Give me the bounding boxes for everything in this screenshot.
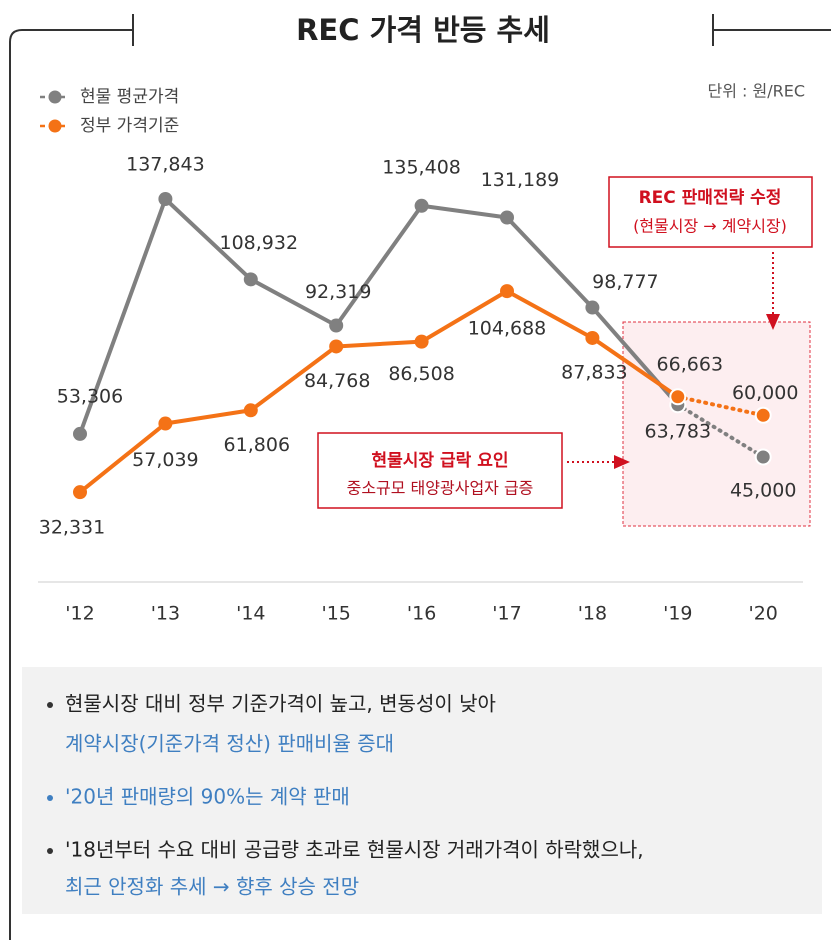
x-tick-label: '12: [65, 603, 94, 625]
data-point: [585, 300, 600, 315]
series-line-projected: [675, 394, 766, 418]
legend-marker: [48, 119, 62, 133]
frame: [9, 29, 133, 940]
data-point: [243, 272, 258, 287]
annotation-title: REC 판매전략 수정: [639, 188, 782, 208]
data-label: 135,408: [382, 156, 461, 178]
bullet: [47, 848, 53, 854]
x-tick-label: '14: [236, 603, 265, 625]
data-point: [158, 192, 173, 206]
data-label: 57,039: [132, 449, 198, 471]
data-point: [414, 334, 429, 349]
annotation-text: (현물시장 → 계약시장): [633, 217, 787, 236]
data-point: [243, 403, 258, 418]
chart-title: REC 가격 반등 추세: [296, 13, 550, 47]
data-label: 32,331: [39, 517, 105, 539]
data-label: 84,768: [304, 370, 370, 392]
data-label: 53,306: [57, 385, 123, 407]
data-label: 60,000: [732, 382, 798, 404]
data-label: 98,777: [592, 271, 658, 293]
bullet: [47, 702, 53, 708]
annotation-title: 현물시장 급락 요인: [372, 451, 509, 471]
data-label: 137,843: [126, 154, 205, 176]
frame: [712, 14, 831, 46]
data-label: 108,932: [220, 232, 299, 254]
data-point: [329, 318, 344, 333]
annotation-box: [317, 432, 563, 509]
data-point: [500, 284, 514, 299]
data-label: 61,806: [224, 434, 290, 456]
unit-note: 단위 : 원/REC: [707, 82, 805, 101]
arrow-head: [766, 314, 780, 330]
x-tick-label: '18: [578, 603, 607, 625]
note-text: 최근 안정화 추세 → 향후 상승 전망: [65, 875, 359, 899]
data-label: 131,189: [481, 169, 560, 191]
legend-marker: [48, 90, 62, 104]
data-label: 86,508: [388, 363, 454, 385]
x-tick-label: '16: [407, 603, 436, 625]
data-point: [73, 485, 87, 500]
x-tick-label: '20: [748, 603, 777, 625]
series-line-projected: [675, 402, 766, 459]
data-point: [669, 388, 687, 406]
note-text: 계약시장(기준가격 정산) 판매비율 증대: [65, 732, 394, 756]
data-point: [414, 198, 429, 213]
series-line: [78, 197, 680, 435]
data-point: [585, 330, 600, 345]
legend-label: 정부 가격기준: [80, 116, 179, 136]
data-label: 66,663: [657, 353, 723, 375]
note-text: 현물시장 대비 정부 기준가격이 높고, 변동성이 낮아: [65, 692, 496, 716]
series-line: [78, 289, 679, 494]
note-text: '18년부터 수요 대비 공급량 초과로 현물시장 거래가격이 하락했으나,: [65, 838, 644, 862]
annotation-text: 중소규모 태양광사업자 급증: [347, 479, 534, 498]
x-tick-label: '13: [151, 603, 180, 625]
notes-box: [22, 667, 822, 914]
note-text: '20년 판매량의 90%는 계약 판매: [65, 785, 350, 809]
data-label: 63,783: [645, 420, 711, 442]
data-point: [754, 448, 772, 466]
data-point: [500, 210, 514, 225]
data-label: 92,319: [305, 281, 371, 303]
x-tick-label: '15: [321, 603, 350, 625]
x-tick-label: '19: [663, 603, 692, 625]
data-label: 104,688: [468, 318, 547, 340]
data-label: 45,000: [730, 479, 796, 501]
annotation-box: [608, 176, 813, 248]
arrow-head: [614, 455, 630, 469]
data-point: [158, 416, 173, 431]
highlight-box: [622, 321, 811, 527]
bullet: [47, 795, 53, 801]
data-point: [329, 339, 344, 354]
legend-label: 현물 평균가격: [80, 87, 179, 107]
data-point: [754, 406, 772, 424]
data-point: [73, 426, 87, 441]
data-label: 87,833: [561, 361, 627, 383]
x-tick-label: '17: [492, 603, 521, 625]
